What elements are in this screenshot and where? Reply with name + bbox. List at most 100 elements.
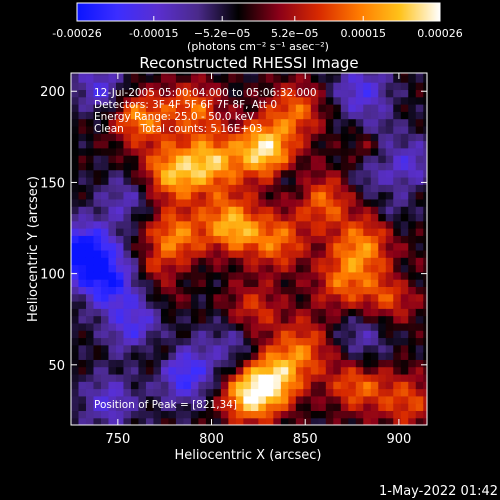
heatmap-cell [71, 220, 80, 229]
heatmap-cell [235, 410, 244, 419]
heatmap-cell [153, 82, 162, 91]
heatmap-cell [243, 228, 252, 236]
heatmap-cell [415, 359, 424, 368]
heatmap-cell [130, 118, 140, 127]
heatmap-cell [175, 198, 185, 207]
heatmap-cell [348, 410, 357, 419]
heatmap-cell [325, 82, 334, 91]
heatmap-cell [175, 191, 185, 200]
heatmap-cell [340, 308, 349, 317]
heatmap-cell [153, 315, 162, 324]
heatmap-cell [378, 257, 387, 266]
heatmap-cell [363, 337, 372, 346]
heatmap-cell [228, 344, 237, 353]
heatmap-cell [378, 184, 387, 193]
heatmap-cell [160, 169, 170, 178]
heatmap-cell [213, 73, 222, 76]
heatmap-cell [310, 118, 319, 127]
heatmap-cell [138, 417, 147, 425]
heatmap-cell [190, 213, 200, 222]
heatmap-cell [340, 133, 349, 142]
heatmap-cell [228, 104, 237, 112]
heatmap-cell [415, 315, 424, 324]
heatmap-cell [393, 388, 402, 397]
heatmap-cell [378, 74, 387, 83]
heatmap-cell [415, 155, 424, 163]
heatmap-cell [71, 228, 80, 236]
heatmap-cell [378, 235, 387, 244]
heatmap-cell [175, 373, 185, 382]
heatmap-cell [280, 366, 289, 375]
heatmap-cell [280, 89, 289, 98]
heatmap-cell [145, 82, 155, 91]
heatmap-cell [280, 322, 289, 331]
heatmap-cell [303, 352, 312, 360]
heatmap-cell [138, 293, 147, 302]
heatmap-cell [303, 118, 312, 127]
heatmap-cell [130, 176, 140, 185]
heatmap-cell [100, 169, 110, 178]
heatmap-cell [408, 228, 417, 236]
heatmap-cell [78, 118, 87, 127]
heatmap-cell [243, 235, 252, 244]
heatmap-cell [228, 176, 237, 185]
heatmap-cell [318, 206, 327, 215]
heatmap-cell [220, 176, 229, 185]
heatmap-cell [71, 198, 80, 207]
heatmap-cell [190, 388, 200, 397]
heatmap-cell [288, 147, 297, 156]
heatmap-cell [348, 359, 357, 368]
heatmap-cell [243, 381, 252, 390]
heatmap-cell [415, 373, 424, 382]
heatmap-cell [108, 359, 117, 368]
heatmap-cell [370, 395, 379, 404]
heatmap-cell [310, 271, 319, 280]
heatmap-cell [175, 410, 185, 419]
heatmap-cell [303, 417, 312, 425]
heatmap-cell [333, 73, 342, 76]
heatmap-cell [93, 381, 102, 390]
heatmap-cell [363, 410, 372, 419]
heatmap-cell [108, 242, 117, 251]
heatmap-cell [78, 96, 87, 105]
heatmap-cell [408, 220, 417, 229]
heatmap-cell [363, 125, 372, 134]
heatmap-cell [138, 381, 147, 390]
heatmap-cell [145, 73, 155, 76]
heatmap-cell [333, 279, 342, 287]
heatmap-cell [340, 206, 349, 215]
heatmap-cell [310, 74, 319, 83]
heatmap-cell [153, 111, 162, 120]
heatmap-cell [108, 235, 117, 244]
heatmap-cell [213, 322, 222, 331]
heatmap-cell [108, 184, 117, 193]
heatmap-cell [205, 286, 214, 295]
heatmap-cell [363, 417, 372, 425]
heatmap-cell [190, 352, 200, 360]
heatmap-cell [190, 206, 200, 215]
heatmap-cell [363, 184, 372, 193]
heatmap-cell [198, 118, 207, 127]
heatmap-cell [205, 140, 214, 149]
heatmap-cell [280, 133, 289, 142]
heatmap-cell [183, 111, 192, 120]
colorbar-tick-label: -0.00026 [52, 27, 101, 40]
heatmap-cell [153, 264, 162, 273]
heatmap-cell [378, 82, 387, 91]
heatmap-cell [423, 300, 427, 309]
heatmap-cell [318, 403, 327, 412]
heatmap-cell [123, 293, 132, 302]
heatmap-cell [333, 264, 342, 273]
heatmap-cell [415, 111, 424, 120]
heatmap-cell [85, 352, 95, 360]
heatmap-cell [93, 293, 102, 302]
heatmap-cell [145, 249, 155, 258]
heatmap-cell [93, 286, 102, 295]
heatmap-cell [250, 96, 259, 105]
heatmap-cell [243, 279, 252, 287]
heatmap-cell [265, 249, 274, 258]
heatmap-cell [71, 249, 80, 258]
heatmap-cell [310, 286, 319, 295]
heatmap-cell [183, 206, 192, 215]
heatmap-cell [190, 228, 200, 236]
